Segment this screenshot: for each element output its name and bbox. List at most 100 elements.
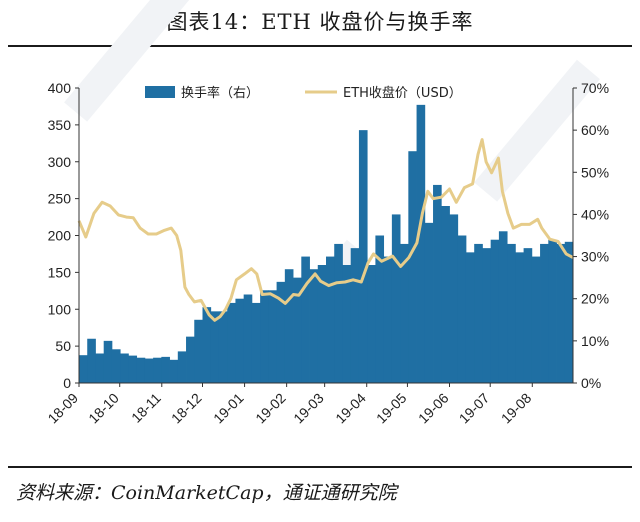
left-tick-label: 200 [48, 228, 72, 244]
right-tick-label: 40% [581, 206, 609, 222]
right-tick-label: 60% [581, 122, 609, 138]
right-tick-label: 50% [581, 164, 609, 180]
right-tick-label: 30% [581, 249, 609, 265]
turnover-bar [548, 239, 557, 383]
turnover-bar [375, 235, 385, 383]
x-tick-label: 19-04 [332, 390, 369, 427]
eth-price-turnover-chart: 0 50 100 150 200 250 300 350 400 0% 10% 20% 30% 40% 50… [44, 0, 609, 427]
turnover-bar [441, 206, 450, 383]
turnover-bar [540, 243, 549, 383]
turnover-bar [474, 243, 483, 383]
turnover-bar [235, 298, 245, 383]
x-tick-label: 19-03 [290, 390, 327, 427]
turnover-bar [490, 239, 500, 383]
legend: 换手率（右） ETH收盘价（USD） [145, 85, 462, 101]
turnover-bar [449, 214, 459, 383]
turnover-bar [153, 357, 162, 383]
right-tick-label: 70% [581, 80, 609, 96]
turnover-bar [251, 302, 261, 383]
turnover-bar [391, 214, 401, 383]
x-tick-label: 18-11 [128, 390, 164, 426]
x-tick-label: 19-06 [415, 390, 452, 427]
turnover-bar [128, 355, 138, 383]
left-tick-label: 300 [48, 154, 72, 170]
turnover-bar [227, 302, 236, 383]
x-tick-label: 19-08 [498, 390, 535, 427]
right-tick-label: 20% [581, 291, 609, 307]
turnover-bar [111, 349, 121, 383]
source-note: 资料来源：CoinMarketCap，通证通研究院 [16, 482, 397, 504]
turnover-bar [556, 243, 566, 383]
turnover-bar [169, 359, 179, 383]
turnover-bars [79, 104, 574, 383]
turnover-bar [186, 336, 195, 383]
left-tick-label: 350 [48, 117, 72, 133]
turnover-bar [136, 357, 146, 383]
left-tick-label: 50 [55, 338, 71, 354]
title-rule [8, 45, 632, 47]
turnover-bar [293, 277, 302, 383]
turnover-bar [408, 151, 417, 383]
left-tick-label: 400 [48, 80, 72, 96]
turnover-bar [482, 248, 492, 383]
x-tick-label: 19-01 [210, 390, 247, 427]
turnover-bar [531, 256, 541, 383]
turnover-bar [465, 252, 475, 383]
turnover-bar [564, 241, 574, 383]
turnover-bar [367, 265, 376, 383]
left-tick-label: 100 [48, 301, 72, 317]
turnover-bar [103, 340, 113, 383]
turnover-bar [342, 265, 352, 383]
turnover-bar [218, 311, 228, 383]
turnover-bar [358, 130, 368, 383]
turnover-bar [120, 353, 129, 383]
turnover-bar [95, 353, 105, 383]
turnover-bar [276, 281, 286, 383]
turnover-bar [523, 248, 533, 383]
watermark-band [474, 59, 600, 202]
turnover-bar [515, 252, 524, 383]
legend-label-price: ETH收盘价（USD） [343, 85, 462, 101]
turnover-bar [317, 265, 327, 383]
source-rule [8, 466, 632, 468]
turnover-bar [457, 235, 467, 383]
legend-swatch-turnover [145, 86, 175, 98]
x-tick-label: 18-10 [85, 390, 122, 427]
left-tick-label: 0 [63, 375, 71, 391]
right-tick-label: 0% [581, 375, 601, 391]
turnover-bar [498, 231, 508, 383]
turnover-bar [284, 269, 294, 383]
turnover-bar [260, 290, 269, 383]
turnover-bar [350, 248, 360, 383]
turnover-bar [268, 290, 277, 383]
turnover-bar [433, 184, 442, 383]
turnover-bar [177, 351, 187, 383]
x-tick-label: 19-07 [456, 390, 493, 427]
x-tick-label: 19-05 [373, 390, 410, 427]
turnover-bar [383, 256, 393, 383]
turnover-bar [194, 319, 203, 383]
right-tick-label: 10% [581, 333, 609, 349]
turnover-bar [243, 294, 253, 383]
turnover-bar [79, 355, 88, 383]
left-tick-label: 250 [48, 191, 72, 207]
left-tick-label: 150 [48, 264, 72, 280]
turnover-bar [202, 307, 212, 383]
watermark-band [64, 0, 190, 122]
turnover-bar [334, 243, 343, 383]
turnover-bar [144, 358, 154, 383]
turnover-bar [416, 104, 426, 383]
turnover-bar [161, 356, 170, 383]
turnover-bar [309, 269, 319, 383]
turnover-bar [210, 311, 220, 383]
chart-title: 图表14：ETH 收盘价与换手率 [166, 10, 474, 34]
turnover-bar [87, 338, 96, 383]
turnover-bar [424, 222, 434, 383]
legend-label-turnover: 换手率（右） [181, 85, 259, 101]
turnover-bar [507, 243, 516, 383]
x-tick-label: 18-09 [44, 390, 81, 427]
turnover-bar [326, 256, 335, 383]
x-tick-label: 19-02 [252, 390, 289, 427]
turnover-bar [301, 256, 310, 383]
x-tick-label: 18-12 [168, 390, 205, 427]
